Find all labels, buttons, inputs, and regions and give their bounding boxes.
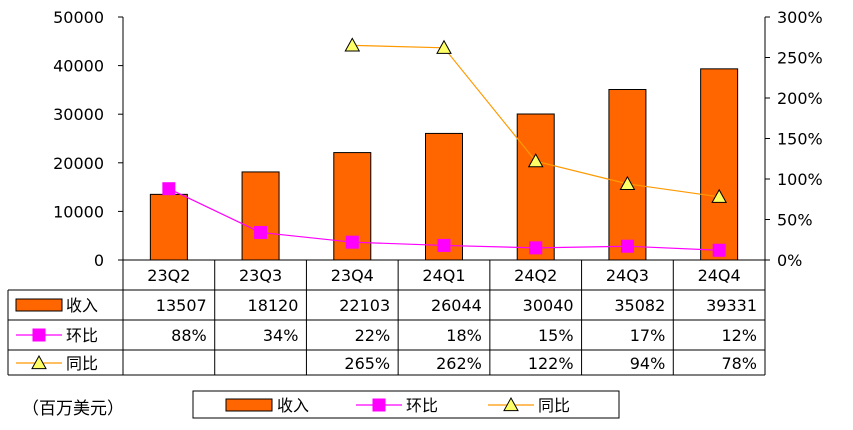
left-tick-label: 30000 xyxy=(53,105,104,124)
mom-marker xyxy=(620,239,634,253)
mom-value: 12% xyxy=(721,326,757,345)
mom-value: 15% xyxy=(538,326,574,345)
yoy-marker xyxy=(711,188,727,203)
mom-value: 17% xyxy=(630,326,666,345)
mom-marker xyxy=(162,182,176,196)
right-tick-label: 50% xyxy=(777,211,813,230)
yoy-value: 122% xyxy=(528,354,574,373)
yoy-marker xyxy=(344,37,361,52)
revenue-value: 22103 xyxy=(339,296,390,315)
unit-label: （百万美元） xyxy=(22,399,124,419)
mom-marker xyxy=(254,225,268,239)
yoy-marker xyxy=(527,153,544,168)
table-key-revenue xyxy=(15,298,63,312)
yoy-value: 262% xyxy=(436,354,482,373)
revenue-bar xyxy=(516,113,555,261)
mom-value: 18% xyxy=(446,326,482,345)
mom-value: 22% xyxy=(355,326,391,345)
mom-marker xyxy=(712,243,726,257)
right-tick-label: 150% xyxy=(777,130,823,149)
legend-label-revenue: 收入 xyxy=(277,396,309,415)
right-tick-label: 200% xyxy=(777,89,823,108)
yoy-value: 265% xyxy=(344,354,390,373)
right-tick-label: 0% xyxy=(777,251,802,270)
revenue-bar xyxy=(425,132,463,261)
revenue-bar xyxy=(149,193,188,261)
category-label: 23Q3 xyxy=(239,266,282,285)
revenue-value: 39331 xyxy=(706,296,757,315)
left-tick-label: 0 xyxy=(94,251,104,270)
legend-label-mom: 环比 xyxy=(406,396,438,415)
mom-marker xyxy=(345,235,359,249)
mom-value: 88% xyxy=(171,326,207,345)
mom-value: 34% xyxy=(263,326,299,345)
category-label: 23Q4 xyxy=(331,266,374,285)
table-header-revenue: 收入 xyxy=(66,296,98,315)
category-label: 24Q4 xyxy=(698,266,741,285)
left-tick-label: 10000 xyxy=(53,202,104,221)
mom-marker xyxy=(529,241,543,255)
revenue-value: 30040 xyxy=(523,296,574,315)
category-label: 24Q2 xyxy=(514,266,557,285)
revenue-bar xyxy=(241,171,280,261)
category-label: 23Q2 xyxy=(147,266,190,285)
table-header-yoy: 同比 xyxy=(66,354,98,373)
legend-label-yoy: 同比 xyxy=(538,396,570,415)
category-label: 24Q1 xyxy=(422,266,465,285)
right-tick-label: 300% xyxy=(777,8,823,27)
legend-key-revenue xyxy=(225,398,273,412)
left-tick-label: 20000 xyxy=(53,154,104,173)
legend-box xyxy=(192,390,620,419)
table-key-yoy xyxy=(31,354,47,370)
table-header-mom: 环比 xyxy=(66,326,98,345)
left-tick-label: 50000 xyxy=(53,8,104,27)
revenue-value: 13507 xyxy=(156,296,207,315)
yoy-value: 94% xyxy=(630,354,666,373)
revenue-bar xyxy=(700,68,739,261)
table-key-mom xyxy=(32,328,46,342)
revenue-value: 18120 xyxy=(248,296,299,315)
mom-marker xyxy=(437,238,451,252)
yoy-marker xyxy=(436,39,452,54)
revenue-value: 26044 xyxy=(431,296,482,315)
revenue-value: 35082 xyxy=(614,296,665,315)
yoy-value: 78% xyxy=(721,354,757,373)
right-tick-label: 250% xyxy=(777,49,823,68)
yoy-marker xyxy=(619,175,636,190)
right-tick-label: 100% xyxy=(777,170,823,189)
left-tick-label: 40000 xyxy=(53,57,104,76)
legend-key-yoy xyxy=(503,396,519,412)
revenue-bar xyxy=(608,89,647,261)
legend-key-mom xyxy=(372,398,386,412)
category-label: 24Q3 xyxy=(606,266,649,285)
